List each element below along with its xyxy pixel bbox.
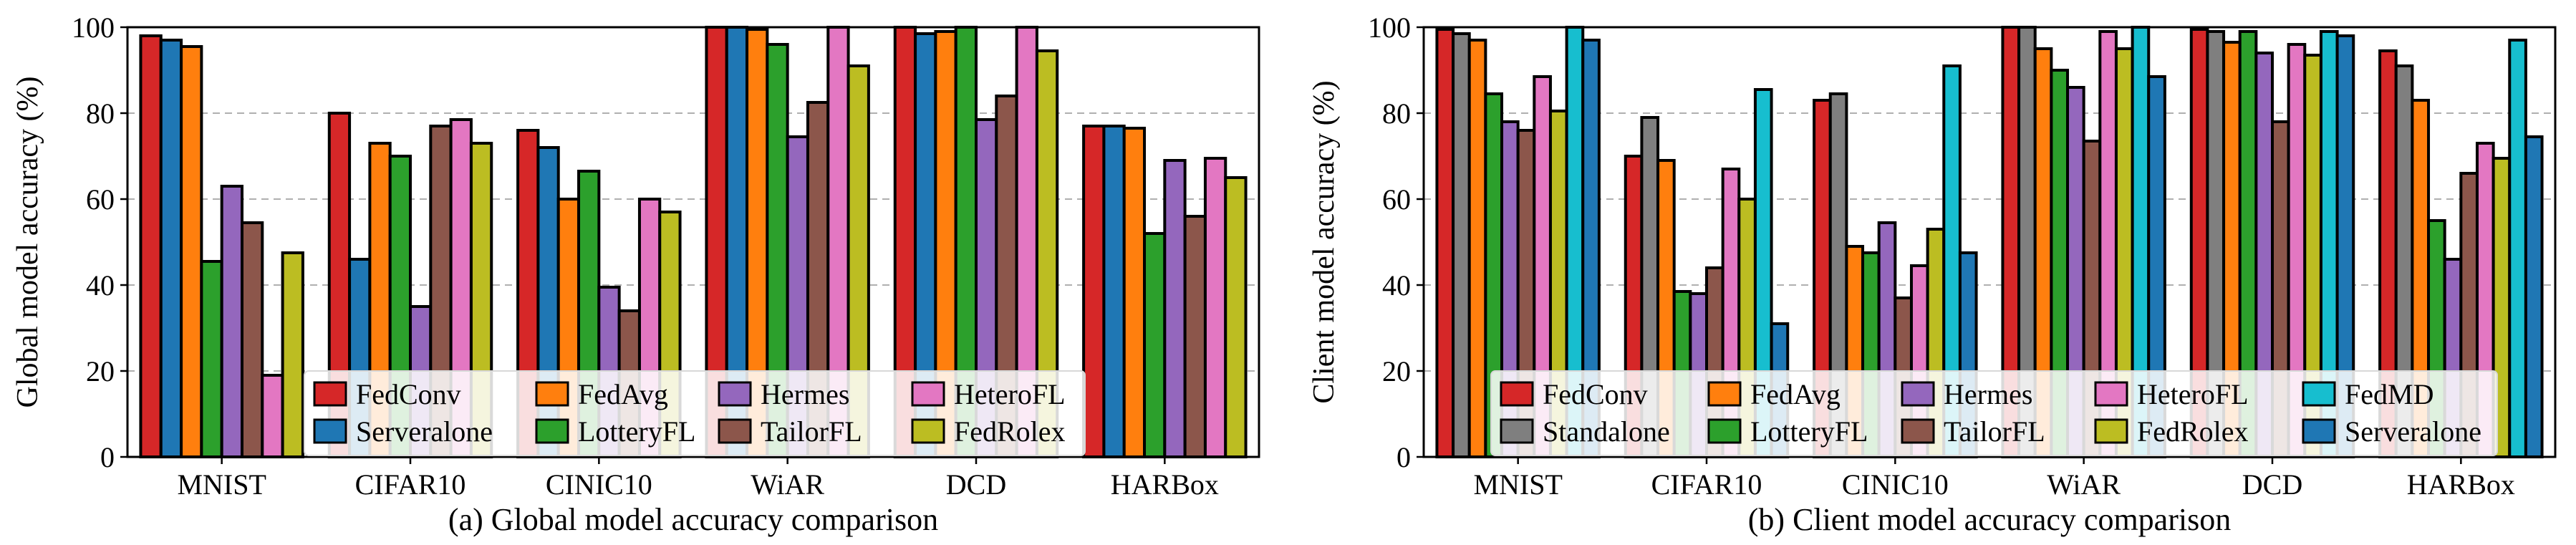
legend-swatch [2302,418,2336,444]
legend-label: TailorFL [1944,415,2045,448]
y-tick-label: 60 [1382,183,1411,216]
legend-swatch [1901,418,1935,444]
legend-swatch [1707,418,1742,444]
legend-label: FedMD [2345,378,2433,410]
figure-caption: (b) Client model accuracy comparison [1748,502,2231,537]
bar [1224,176,1248,458]
legend-label: Hermes [1944,378,2032,410]
legend-swatch [1901,381,1935,407]
x-tick-label: MNIST [177,468,266,501]
legend-swatch [1707,381,1742,407]
chart-panel-global: 0 20 40 60 80 100 MNIST CIFAR10 CINIC10 WiAR DCD HA… [11,11,1260,537]
x-tick-label: CINIC10 [546,468,652,501]
bar [2508,39,2527,458]
x-tick-label: DCD [2242,468,2302,501]
bar [1102,125,1126,458]
x-tick-label: HARBox [1111,468,1219,501]
bar [1452,32,1471,458]
bar [1203,157,1227,458]
legend-label: HeteroFL [954,378,1066,410]
y-tick-label: 0 [100,441,115,473]
bar [1435,28,1455,458]
legend-label: LotteryFL [578,415,695,448]
plot-frame [126,26,1260,458]
legend-label: Serveralone [356,415,493,448]
bar [1082,125,1106,458]
bar [1163,159,1187,458]
y-tick-label: 80 [1382,97,1411,130]
bar [261,374,284,458]
legend-label: FedConv [1543,378,1648,410]
legend-label: FedRolex [2137,415,2249,448]
x-tick-label: MNIST [1473,468,1562,501]
x-tick-label: CINIC10 [1842,468,1949,501]
legend-label: HeteroFL [2137,378,2249,410]
x-tick-label: HARBox [2407,468,2515,501]
y-tick-label: 60 [86,183,115,216]
bar [1467,39,1487,458]
legend-label: FedAvg [578,378,668,410]
legend-swatch [2302,381,2336,407]
legend-label: Standalone [1543,415,1670,448]
x-tick-label: DCD [946,468,1006,501]
legend-swatch [535,381,569,407]
bar [200,260,223,458]
bar [281,251,304,458]
y-axis-label: Client model accuracy (%) [1308,80,1341,403]
legend-box [1490,370,2498,456]
legend-label: FedAvg [1750,378,1841,410]
legend-label: Serveralone [2345,415,2481,448]
bar [1183,215,1207,458]
figure-caption: (a) Global model accuracy comparison [448,502,938,537]
legend-swatch [313,381,347,407]
legend-label: FedRolex [954,415,1066,448]
legend-swatch [718,418,752,444]
bar [1122,127,1147,458]
bar [159,39,183,458]
legend-label: Hermes [761,378,849,410]
legend-swatch [2094,381,2128,407]
y-tick-label: 40 [86,269,115,302]
y-axis-label: Global model accuracy (%) [11,77,44,408]
bar [240,221,264,458]
x-tick-label: CIFAR10 [355,468,466,501]
bar [2524,135,2544,458]
x-tick-label: WiAR [2047,468,2121,501]
legend-swatch [313,418,347,444]
y-tick-label: 0 [1396,441,1411,473]
legend-swatch [911,418,945,444]
chart-panel-client: 0 20 40 60 80 100 MNIST CIFAR10 CINIC10 WiAR DCD HA… [1308,11,2557,537]
legend-label: FedConv [356,378,461,410]
y-tick-label: 20 [86,355,115,387]
legend-swatch [1500,381,1534,407]
y-tick-label: 100 [72,11,115,44]
bar [220,185,243,458]
y-tick-label: 80 [86,97,115,130]
y-tick-label: 100 [1368,11,1411,44]
legend-swatch [535,418,569,444]
x-tick-label: CIFAR10 [1651,468,1762,501]
plot-frame [1422,26,2557,458]
legend-box [304,370,1086,456]
y-tick-label: 20 [1382,355,1411,387]
legend-swatch [911,381,945,407]
legend-label: LotteryFL [1750,415,1868,448]
y-tick-label: 40 [1382,269,1411,302]
legend-swatch [2094,418,2128,444]
bar [1143,232,1167,458]
bar [139,34,163,458]
legend-swatch [718,381,752,407]
bar [180,45,203,458]
x-tick-label: WiAR [751,468,824,501]
legend-label: TailorFL [761,415,862,448]
legend-swatch [1500,418,1534,444]
